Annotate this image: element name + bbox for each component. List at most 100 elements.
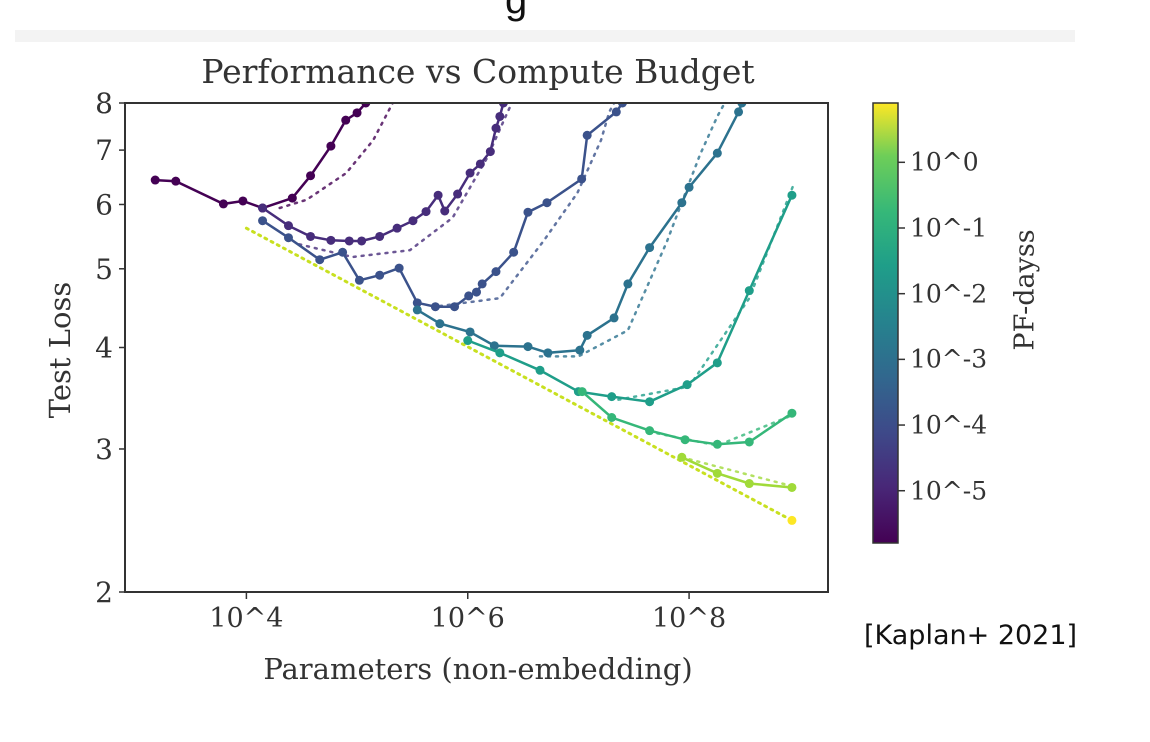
series-3-point (375, 270, 385, 280)
series-2-point (283, 221, 293, 231)
series-2-point (465, 168, 475, 178)
series-4-point (489, 341, 499, 351)
series-3-point (464, 291, 474, 301)
series-4-point (575, 345, 585, 355)
series-1-point (326, 141, 336, 151)
series-2-point (453, 189, 463, 199)
series-2-point (344, 236, 354, 246)
series-3-point (542, 198, 552, 208)
series-3-point (283, 233, 293, 243)
series-7-point (712, 468, 722, 478)
fit-curve-6 (648, 414, 794, 447)
series-2-point (258, 203, 268, 213)
series-2-point (392, 223, 402, 233)
series-line-7 (681, 456, 793, 489)
series-4-point (435, 319, 445, 329)
series-4-point (645, 243, 655, 253)
series-3-point (394, 263, 404, 273)
series-1-point (361, 103, 371, 108)
y-tick-label: 5 (95, 253, 113, 286)
axes-frame (124, 102, 829, 593)
series-4-point (582, 330, 592, 340)
series-3-point (577, 174, 587, 184)
chart-title: Performance vs Compute Budget (201, 52, 755, 91)
series-4-point (677, 198, 687, 208)
series-1-point (287, 193, 297, 203)
series-3-point (611, 107, 621, 117)
series-4-point (465, 327, 475, 337)
y-tick-label: 4 (95, 332, 113, 365)
series-3-point (354, 275, 364, 285)
y-tick-label: 2 (95, 576, 113, 609)
series-line-5 (467, 194, 794, 403)
fit-curve-3 (438, 103, 616, 308)
series-2-point (408, 216, 418, 226)
axes: 2 3 4 5 6 7 8 (95, 87, 690, 609)
series-3-point (450, 302, 460, 312)
series-5-point (495, 348, 505, 358)
series-6-point (607, 413, 617, 423)
series-3-point (509, 247, 519, 257)
series-2-point (495, 111, 505, 121)
x-axis-label: Parameters (non-embedding) (263, 652, 693, 686)
series-5-point (463, 336, 473, 346)
series-1-point (150, 175, 160, 185)
series-6-point (577, 387, 587, 397)
series-2-point (375, 231, 385, 241)
series-2-point (491, 123, 501, 133)
series-3-point (523, 207, 533, 217)
heading-fragment: g (505, 0, 528, 22)
series-5-point (744, 286, 754, 296)
series-4-point (523, 342, 533, 352)
series-1-point (218, 199, 228, 209)
series-2-point (421, 207, 431, 217)
series-5-point (712, 358, 722, 368)
fit-curve-7 (680, 456, 794, 488)
x-tick-label: 10^6 (430, 603, 505, 634)
series-7-point (787, 482, 797, 492)
colorbar-tick-label: 10^0 (910, 147, 979, 177)
series-4-point (684, 182, 694, 192)
series-1-point (306, 171, 316, 181)
series-3-point (258, 216, 268, 226)
series-3-point (338, 247, 348, 257)
y-axis-label: Test Loss (43, 281, 77, 419)
series-2-point (485, 147, 495, 157)
series-7-point (677, 452, 687, 462)
series-3-point (582, 130, 592, 140)
series-4-point (543, 348, 553, 358)
y-tick-label: 8 (95, 87, 113, 120)
series-line-4 (416, 103, 744, 355)
series-4-point (623, 279, 633, 289)
series-4-point (412, 305, 422, 315)
series-4-point (712, 148, 722, 158)
series-2-point (433, 190, 443, 200)
series-2-point (357, 236, 367, 246)
series-5-point (607, 392, 617, 402)
series-2-point (306, 231, 316, 241)
series-2-point (475, 159, 485, 169)
citation: [Kaplan+ 2021] (864, 620, 1078, 651)
y-tick-label: 3 (95, 433, 113, 466)
series-2-point (440, 206, 450, 216)
series-5-point (645, 397, 655, 407)
colorbar-tick-label: 10^-2 (910, 279, 988, 309)
series-3-point (430, 302, 440, 312)
series-3-point (617, 103, 627, 108)
series-line-1 (155, 103, 367, 210)
fit-curve-2 (297, 103, 514, 259)
series-4-point (737, 103, 747, 108)
top-divider-band (15, 30, 1075, 42)
colorbar (872, 102, 899, 544)
series-3-point (477, 279, 487, 289)
fit-curve-4 (538, 103, 726, 358)
y-tick-label: 6 (95, 188, 113, 221)
colorbar-tick-label: 10^-1 (910, 213, 988, 243)
series-2-point (498, 103, 508, 108)
series-5-point (535, 365, 545, 375)
series-6-point (645, 426, 655, 436)
y-tick-label: 7 (95, 134, 113, 167)
series-7-point (744, 479, 754, 489)
series-4-point (609, 313, 619, 323)
